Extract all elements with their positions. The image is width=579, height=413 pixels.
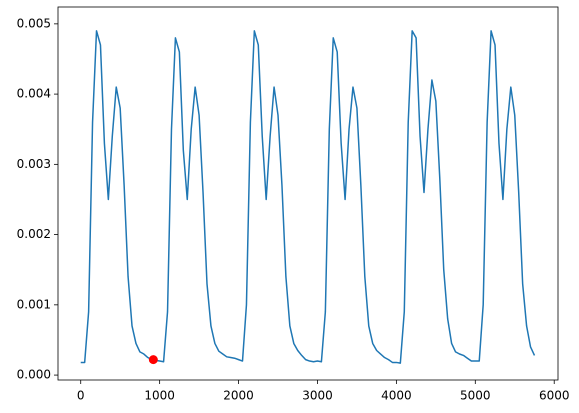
y-tick-label: 0.004	[17, 87, 51, 101]
x-tick-label: 6000	[539, 389, 570, 403]
y-tick-label: 0.002	[17, 227, 51, 241]
x-tick-label: 0	[77, 389, 85, 403]
line-series	[80, 30, 536, 364]
x-tick-label: 3000	[302, 389, 333, 403]
y-tick-label: 0.005	[17, 16, 51, 30]
x-tick-label: 2000	[223, 389, 254, 403]
y-tick-label: 0.003	[17, 157, 51, 171]
marker-point	[148, 355, 158, 365]
x-tick-label: 5000	[460, 389, 491, 403]
y-tick-label: 0.001	[17, 297, 51, 311]
x-tick-label: 4000	[381, 389, 412, 403]
y-tick-label: 0.000	[17, 368, 51, 382]
x-tick-label: 1000	[144, 389, 175, 403]
axes-frame	[57, 6, 559, 381]
